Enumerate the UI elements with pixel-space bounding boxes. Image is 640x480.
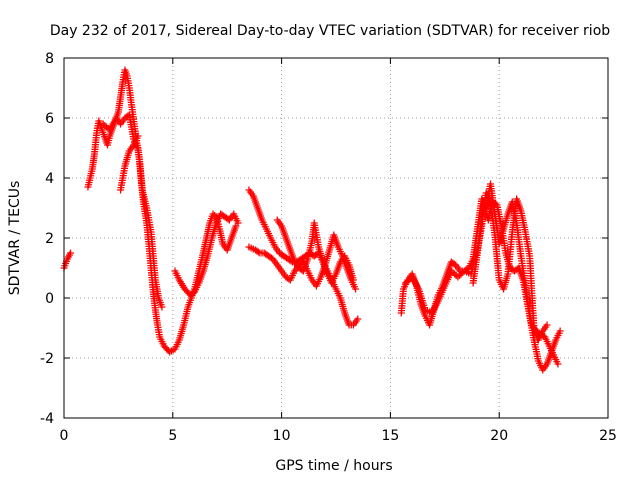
y-tick-label: -4 <box>40 411 54 427</box>
data-point <box>457 270 465 278</box>
chart-title: Day 232 of 2017, Sidereal Day-to-day VTE… <box>50 23 610 39</box>
plot-frame <box>63 57 609 419</box>
data-point <box>556 327 564 335</box>
series-trace-e <box>171 210 242 299</box>
x-tick-label: 15 <box>381 428 399 444</box>
data-point <box>134 132 142 140</box>
data-point <box>405 276 413 284</box>
series-trace-k <box>469 189 551 344</box>
data-point <box>455 272 463 279</box>
y-tick-label: 8 <box>45 51 54 67</box>
series-trace-b <box>84 66 240 356</box>
data-point <box>402 279 410 287</box>
data-point <box>354 315 362 323</box>
y-tick-label: 2 <box>45 231 54 247</box>
x-axis-label: GPS time / hours <box>275 458 392 474</box>
x-tick-label: 5 <box>168 428 177 444</box>
data-point <box>349 276 357 284</box>
series-trace-a <box>60 249 75 272</box>
data-point <box>67 249 75 257</box>
data-point <box>211 212 219 219</box>
data-point <box>403 278 411 285</box>
y-tick-label: 6 <box>45 111 54 127</box>
y-tick-label: -2 <box>40 351 54 367</box>
data-point <box>454 273 462 281</box>
data-point <box>158 303 166 311</box>
data-points <box>60 66 564 374</box>
y-tick-label: 0 <box>45 291 54 307</box>
data-point <box>451 270 459 278</box>
series-trace-f <box>245 186 362 329</box>
data-point <box>352 285 360 293</box>
x-tick-label: 20 <box>490 428 508 444</box>
data-point <box>209 210 217 218</box>
tick-labels: 0 5 10 15 20 25 -4 -2 0 2 4 6 8 <box>40 51 617 444</box>
data-point <box>449 269 457 276</box>
data-point <box>234 219 242 227</box>
y-axis-label: SDTVAR / TECUs <box>7 181 23 296</box>
data-point <box>254 248 262 256</box>
y-tick-label: 4 <box>45 171 54 187</box>
series-trace-h <box>273 216 357 287</box>
x-tick-label: 10 <box>273 428 291 444</box>
data-point <box>99 120 107 128</box>
data-point <box>543 321 551 329</box>
x-tick-label: 0 <box>60 428 69 444</box>
series-trace-d <box>117 132 142 194</box>
data-point <box>554 360 562 368</box>
data-point <box>101 122 109 129</box>
data-point <box>447 267 455 275</box>
x-tick-label: 25 <box>599 428 617 444</box>
data-point <box>102 123 110 131</box>
